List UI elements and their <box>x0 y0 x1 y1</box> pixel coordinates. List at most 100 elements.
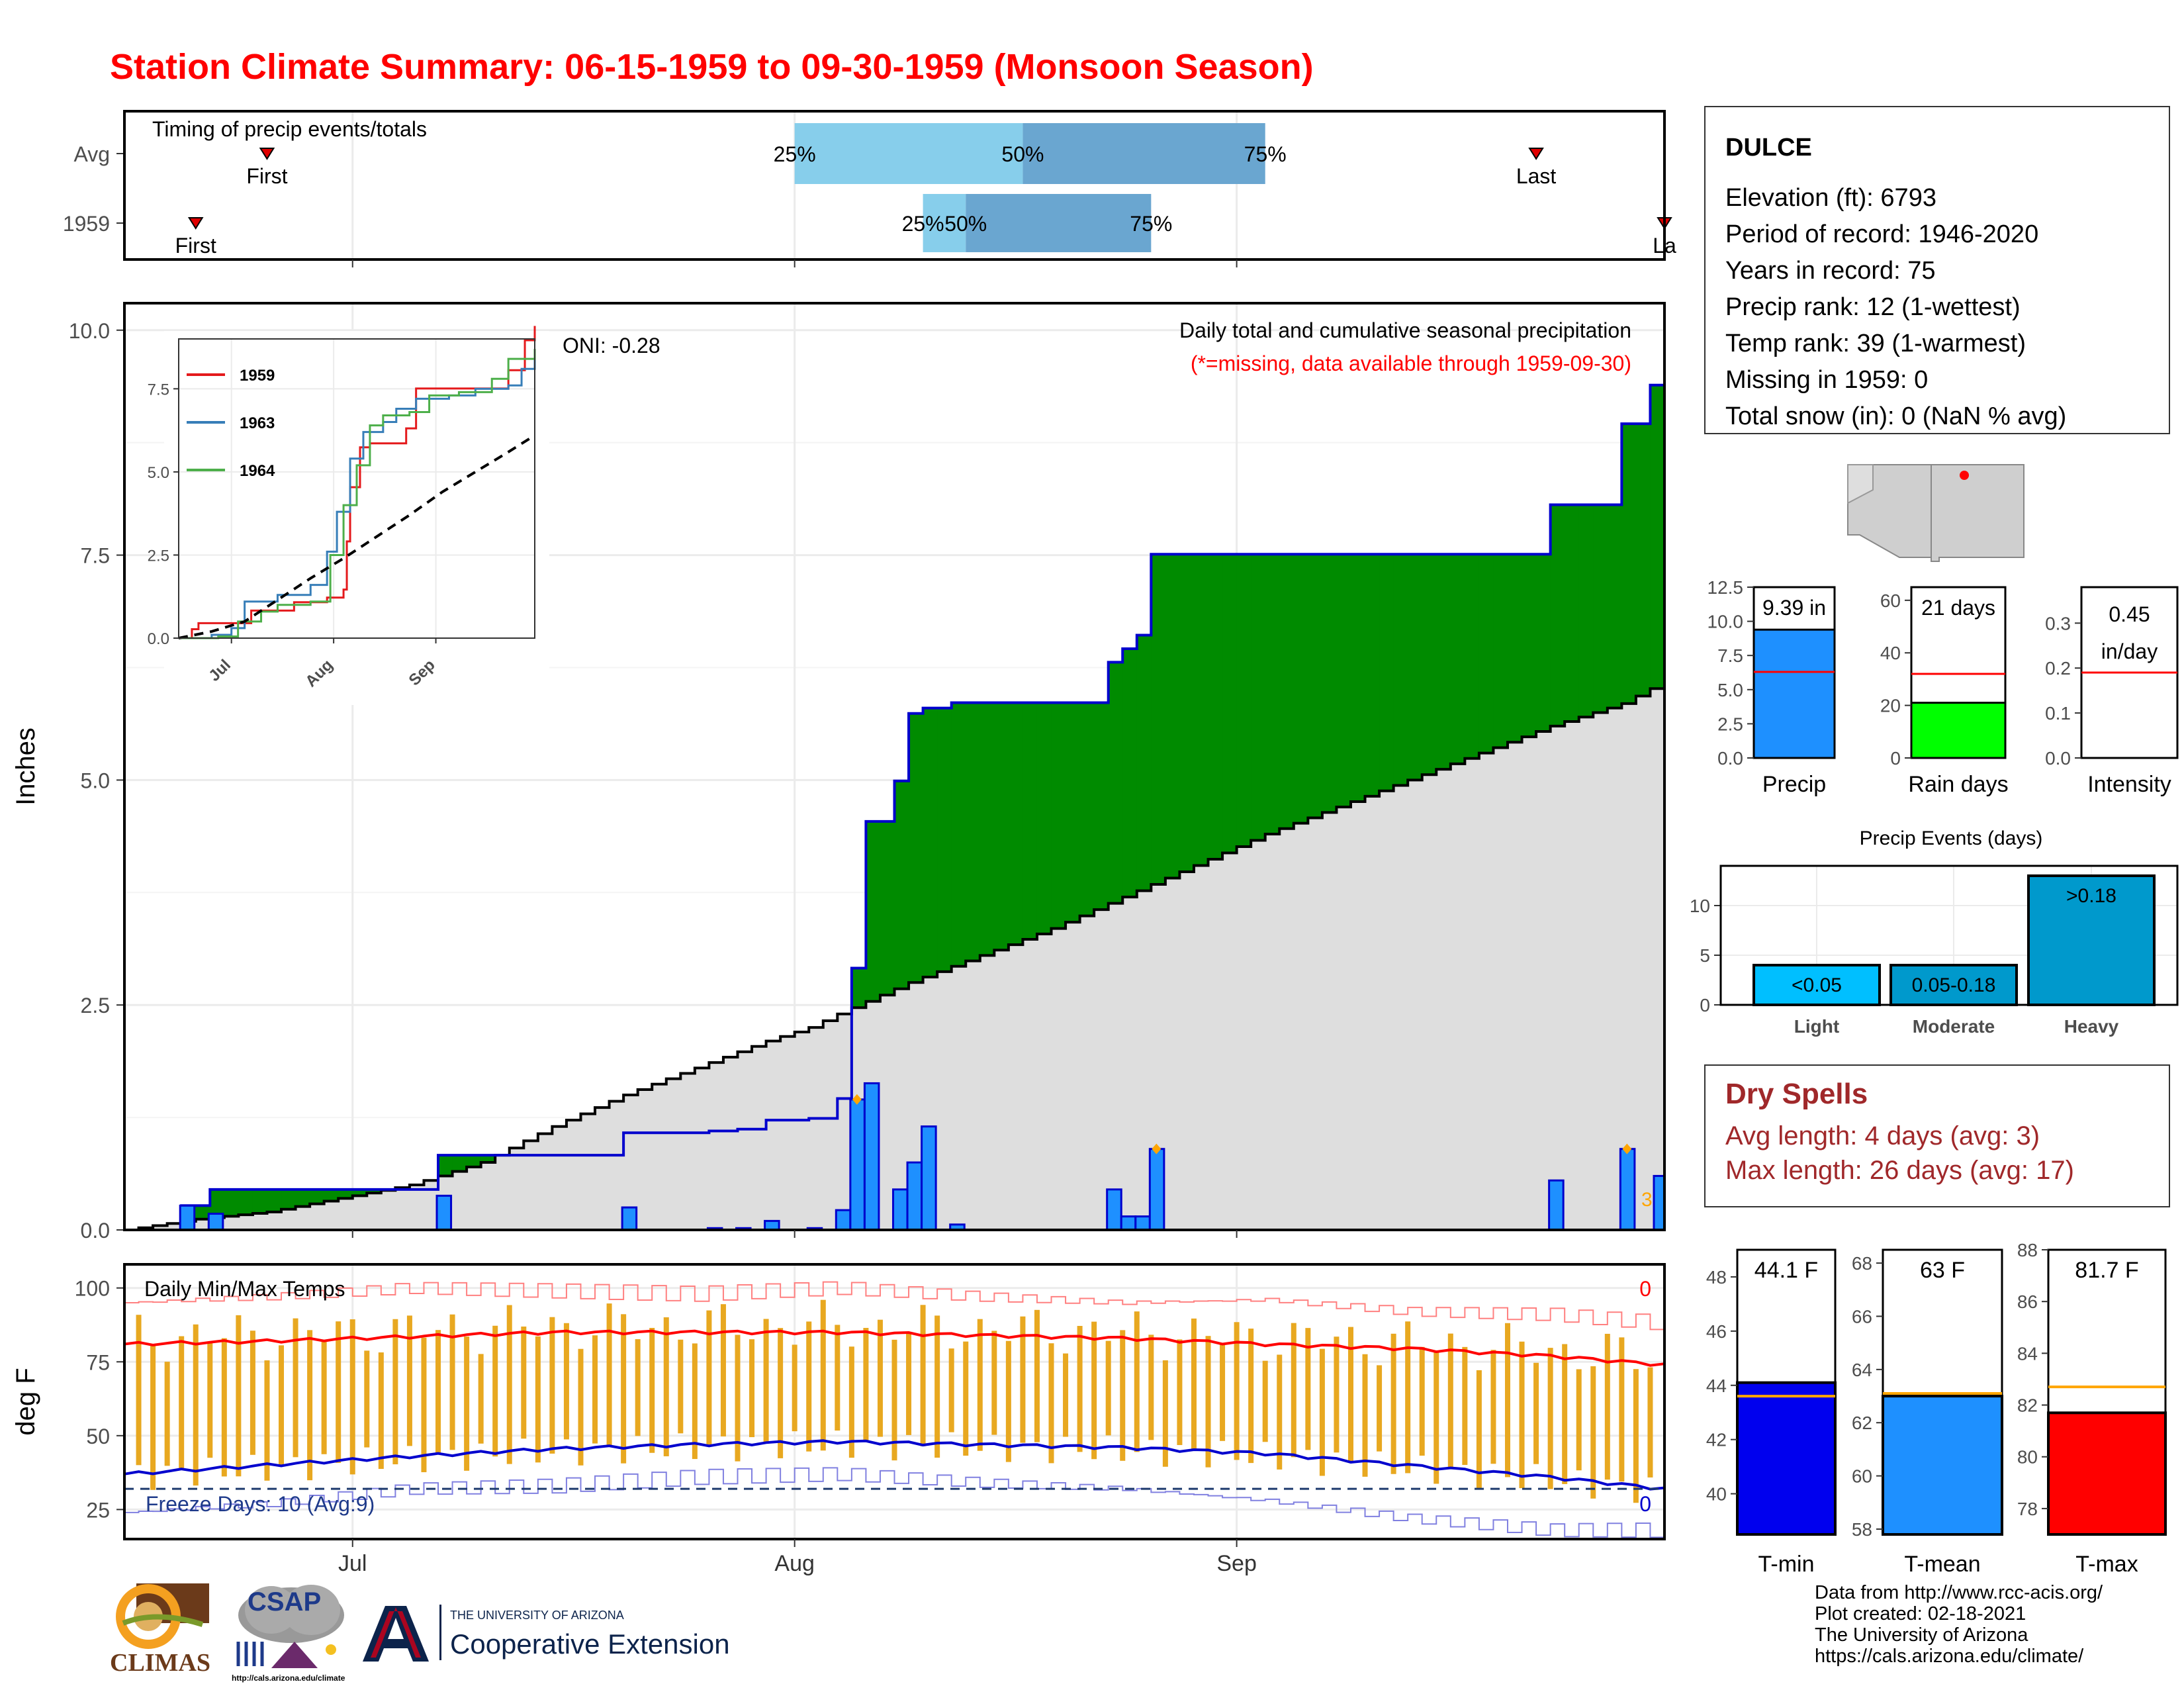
summary-bar-value-label: 0.45 <box>2109 602 2150 626</box>
temps-daily-range-bar <box>1091 1321 1097 1460</box>
summary-bar-y-tick-label: 5.0 <box>1717 680 1743 700</box>
temps-daily-range-bar <box>1277 1354 1283 1470</box>
temps-tmax-count: 0 <box>1639 1277 1651 1301</box>
temps-daily-range-bar <box>621 1314 627 1464</box>
temp-summary-bar-2 <box>2047 1411 2167 1536</box>
precip-above-avg-fill <box>1179 554 1195 872</box>
precip-above-avg-fill <box>1293 554 1308 823</box>
timing-q50-label: 50% <box>944 212 987 236</box>
temps-daily-range-bar <box>1405 1321 1411 1474</box>
temps-daily-range-bar <box>1077 1326 1083 1452</box>
temps-daily-range-bar <box>378 1352 384 1470</box>
precip-above-avg-fill <box>1565 504 1580 722</box>
timing-bar-upper <box>1023 123 1265 184</box>
precip-above-avg-fill <box>1136 635 1152 891</box>
temps-daily-range-bar <box>1205 1336 1211 1468</box>
summary-bar-category-label: Intensity <box>2087 772 2171 797</box>
temps-x-tick-label: Jul <box>338 1551 367 1576</box>
summary-bar-value-label: in/day <box>2101 639 2158 663</box>
temp-summary-y-tick-label: 66 <box>1852 1306 1872 1327</box>
temps-daily-range-bar <box>778 1328 784 1458</box>
precip-above-avg-fill <box>281 1189 296 1209</box>
events-bar-label: 0.05-0.18 <box>1912 974 1996 996</box>
precip-above-avg-fill <box>310 1189 325 1204</box>
temps-daily-range-bar <box>606 1303 612 1446</box>
station-missing: Missing in 1959: 0 <box>1725 366 1929 394</box>
inset-legend-label: 1964 <box>240 462 275 480</box>
temps-daily-range-bar <box>1390 1333 1396 1474</box>
precip-daily-bar <box>1120 1215 1137 1231</box>
station-elevation: Elevation (ft): 6793 <box>1725 184 1936 212</box>
station-info-panel: DULCE Elevation (ft): 6793 Period of rec… <box>1704 106 2170 434</box>
timing-q25-label: 25% <box>774 142 816 166</box>
precip-above-avg-fill <box>452 1155 467 1172</box>
events-bar-moderate <box>1889 964 2018 1006</box>
temps-daily-range-bar <box>179 1336 185 1470</box>
temps-daily-range-bar <box>164 1362 170 1466</box>
temp-summary-y-tick-label: 84 <box>2017 1343 2038 1364</box>
precip-above-avg-fill <box>224 1189 239 1217</box>
events-title: Precip Events (days) <box>1860 827 2043 849</box>
temps-daily-range-bar <box>1377 1365 1383 1452</box>
temps-daily-range-bar <box>991 1331 997 1435</box>
timing-last-label: Last <box>1516 164 1557 188</box>
timing-first-label: First <box>175 234 216 258</box>
precip-above-avg-fill <box>1308 554 1323 818</box>
station-snow: Total snow (in): 0 (NaN % avg) <box>1725 402 2067 430</box>
temps-daily-range-bar <box>307 1330 313 1481</box>
precip-above-avg-fill <box>880 821 895 996</box>
temps-daily-range-bar <box>1633 1369 1639 1503</box>
temps-daily-range-bar <box>1148 1335 1154 1440</box>
summary-bar-y-tick-label: 10.0 <box>1707 612 1744 632</box>
temps-daily-range-bar <box>563 1323 569 1440</box>
timing-q75-label: 75% <box>1244 142 1287 166</box>
temps-daily-range-bar <box>1547 1348 1553 1489</box>
inset-series-line-1963 <box>179 359 536 639</box>
temps-daily-range-bar <box>1562 1344 1568 1484</box>
temps-daily-range-bar <box>1177 1339 1183 1445</box>
temps-daily-range-bar <box>421 1337 427 1472</box>
precip-daily-bar <box>921 1125 937 1231</box>
precip-above-avg-fill <box>1350 554 1366 802</box>
precip-average-fill <box>124 688 1664 1230</box>
precip-above-avg-fill <box>324 1189 339 1201</box>
precip-above-avg-fill <box>1450 554 1465 764</box>
temp-summary-y-tick-label: 82 <box>2017 1395 2038 1416</box>
precip-above-avg-fill <box>1222 554 1238 853</box>
csap-logo: CSAP http://cals.arizona.edu/climate <box>232 1583 351 1688</box>
precip-daily-bar <box>1653 1174 1666 1231</box>
temp-summary-value-label: 81.7 F <box>2075 1258 2138 1283</box>
temps-daily-range-bar <box>806 1321 812 1452</box>
summary-bar-y-tick-label: 2.5 <box>1717 714 1743 734</box>
dry-spells-max: Max length: 26 days (avg: 17) <box>1725 1156 2074 1185</box>
temps-tmax-record-line <box>124 1281 1665 1331</box>
temps-daily-range-bar <box>578 1348 584 1466</box>
precip-daily-bar <box>1148 1148 1165 1231</box>
temps-daily-range-bar <box>1576 1369 1582 1471</box>
temps-daily-range-bar <box>250 1331 255 1455</box>
precip-above-avg-fill <box>210 1189 225 1218</box>
temp-summary-y-tick-label: 68 <box>1852 1253 1872 1274</box>
temps-daily-range-bar <box>863 1328 869 1442</box>
temp-summary-category-label: T-mean <box>1904 1552 1980 1577</box>
precip-above-avg-fill <box>252 1189 267 1213</box>
temps-daily-range-bar <box>279 1345 285 1465</box>
inset-y-tick-label: 2.5 <box>148 547 169 565</box>
timing-bar-upper <box>966 194 1152 252</box>
credit-url: https://cals.arizona.edu/climate/ <box>1815 1646 2084 1667</box>
precip-above-avg-fill <box>1479 554 1494 753</box>
temps-tmin-average-line <box>124 1439 1665 1491</box>
temps-daily-range-bar <box>877 1319 883 1437</box>
temps-daily-range-bar <box>1362 1354 1368 1477</box>
station-period: Period of record: 1946-2020 <box>1725 220 2039 248</box>
precip-above-avg-fill <box>267 1189 282 1212</box>
climas-logo: CLIMAS <box>110 1583 216 1683</box>
temps-daily-range-bar <box>1262 1360 1268 1442</box>
events-bar-label: <0.05 <box>1792 974 1842 996</box>
precip-above-avg-fill <box>1336 554 1351 808</box>
station-years: Years in record: 75 <box>1725 257 1936 285</box>
temps-daily-range-bar <box>820 1299 826 1451</box>
precip-above-avg-fill <box>966 702 981 961</box>
temps-x-tick-label: Sep <box>1216 1551 1257 1576</box>
precip-above-avg-fill <box>1507 554 1523 743</box>
